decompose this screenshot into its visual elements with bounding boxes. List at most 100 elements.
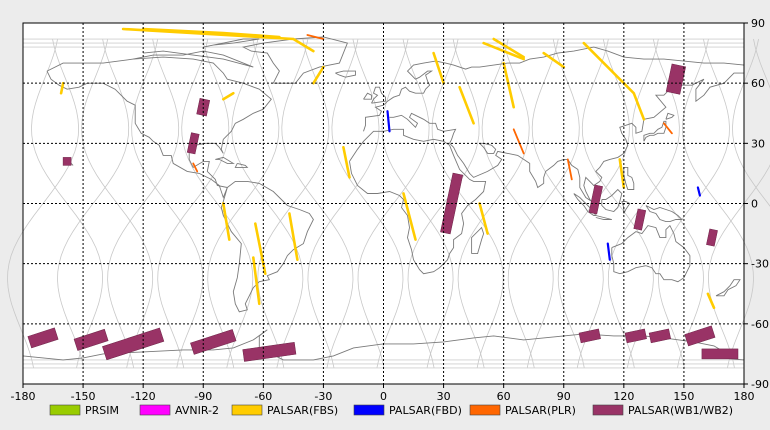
coastline — [665, 112, 675, 120]
legend-label: PRSIM — [85, 404, 119, 417]
lon-tick-label: -180 — [11, 390, 36, 403]
lon-tick-label: 0 — [380, 390, 387, 403]
coastline — [643, 120, 667, 142]
fbs-swath — [458, 85, 475, 125]
coastline — [611, 224, 691, 283]
lat-tick-label: -30 — [751, 258, 769, 271]
wb-scene — [578, 328, 601, 344]
fbd-swath — [696, 186, 701, 197]
legend-swatch — [592, 404, 624, 416]
wb-scene — [242, 342, 297, 362]
coastline — [573, 193, 597, 216]
fbs-swath — [582, 41, 646, 121]
fbs-swath — [706, 292, 716, 310]
orbit-track — [181, 38, 254, 369]
fbd-swath — [606, 242, 611, 261]
wb-scene — [102, 327, 165, 361]
legend: PRSIM AVNIR-2 PALSAR(FBS) PALSAR(FBD) PALSAR… — [49, 404, 733, 417]
coastline — [645, 205, 683, 223]
lon-tick-label: -30 — [314, 390, 332, 403]
wb-scene — [648, 328, 672, 344]
plr-swath — [306, 34, 325, 40]
coastline — [595, 215, 612, 220]
orbit-track — [257, 38, 330, 369]
lon-tick-label: 150 — [673, 390, 694, 403]
axis-ticks: -180 -150 -120 -90 -60 -30 0 30 60 90 120 150 180 90 6… — [11, 17, 769, 403]
plr-swath — [663, 122, 673, 135]
legend-swatch — [353, 404, 385, 416]
fbs-swath — [59, 81, 65, 95]
wb-scene — [190, 329, 237, 355]
coastline — [241, 36, 349, 84]
legend-label: PALSAR(PLR) — [505, 404, 576, 417]
fbs-swath — [222, 91, 235, 101]
lat-tick-label: 0 — [751, 198, 758, 211]
lon-tick-label: 60 — [497, 390, 511, 403]
orbit-track — [481, 38, 554, 369]
lat-tick-label: 60 — [751, 77, 765, 90]
coastline — [349, 128, 487, 275]
fbs-swath — [618, 158, 626, 189]
orbit-track — [657, 38, 730, 369]
plr-swath — [512, 128, 525, 155]
wb-scene — [588, 184, 603, 215]
fbd-swath — [386, 110, 391, 133]
fbs-swath — [478, 202, 489, 235]
orbit-track — [281, 38, 354, 369]
lon-tick-label: -60 — [254, 390, 272, 403]
fbs-swath — [222, 202, 231, 241]
legend-label: PALSAR(FBD) — [389, 404, 462, 417]
orbit-track — [357, 38, 430, 369]
lat-tick-label: -90 — [751, 378, 769, 391]
wb-scene — [633, 208, 647, 231]
fbs-swath — [492, 37, 525, 59]
orbit-track — [581, 38, 654, 369]
lat-lon-grid — [23, 23, 744, 384]
fbs-swath — [254, 222, 267, 275]
fbs-swath — [432, 51, 445, 85]
orbit-track — [81, 38, 154, 369]
legend-label: AVNIR-2 — [175, 404, 219, 417]
wb-scene — [27, 327, 59, 349]
lon-tick-label: -120 — [131, 390, 156, 403]
lon-tick-label: 30 — [437, 390, 451, 403]
fbs-swath — [312, 65, 325, 85]
lat-tick-label: 30 — [751, 137, 765, 150]
coastline — [371, 86, 386, 104]
plr-swath — [192, 162, 199, 173]
coastline — [623, 166, 635, 190]
legend-swatch — [231, 404, 263, 416]
legend-label: PALSAR(FBS) — [267, 404, 338, 417]
wb-scene — [665, 63, 686, 95]
coastline — [234, 162, 249, 168]
orbit-track — [57, 38, 130, 369]
coastline — [389, 72, 744, 202]
legend-swatch — [139, 404, 171, 416]
fbs-swath — [141, 27, 281, 39]
lon-tick-label: -150 — [71, 390, 96, 403]
coastline — [471, 226, 485, 255]
coastline — [363, 46, 745, 132]
coastline — [363, 92, 372, 100]
lat-tick-label: 90 — [751, 17, 765, 30]
coastline — [215, 156, 235, 164]
lon-tick-label: 90 — [557, 390, 571, 403]
wb-scene — [186, 132, 200, 155]
fbs-swath — [252, 256, 261, 306]
fbs-swath — [288, 212, 299, 261]
coastline — [335, 70, 356, 78]
legend-label: PALSAR(WB1/WB2) — [628, 404, 733, 417]
wb-scene — [701, 348, 739, 360]
wb-scene — [73, 328, 109, 351]
coastline — [715, 279, 741, 297]
fbs-swath — [542, 51, 566, 69]
lon-tick-label: 180 — [734, 390, 755, 403]
legend-swatch — [49, 404, 81, 416]
fbs-swath — [402, 192, 417, 241]
legend-swatch — [469, 404, 501, 416]
coastline — [46, 56, 272, 199]
fbs-swath — [342, 146, 351, 179]
coastline — [601, 188, 623, 212]
plr-swath — [566, 158, 573, 181]
